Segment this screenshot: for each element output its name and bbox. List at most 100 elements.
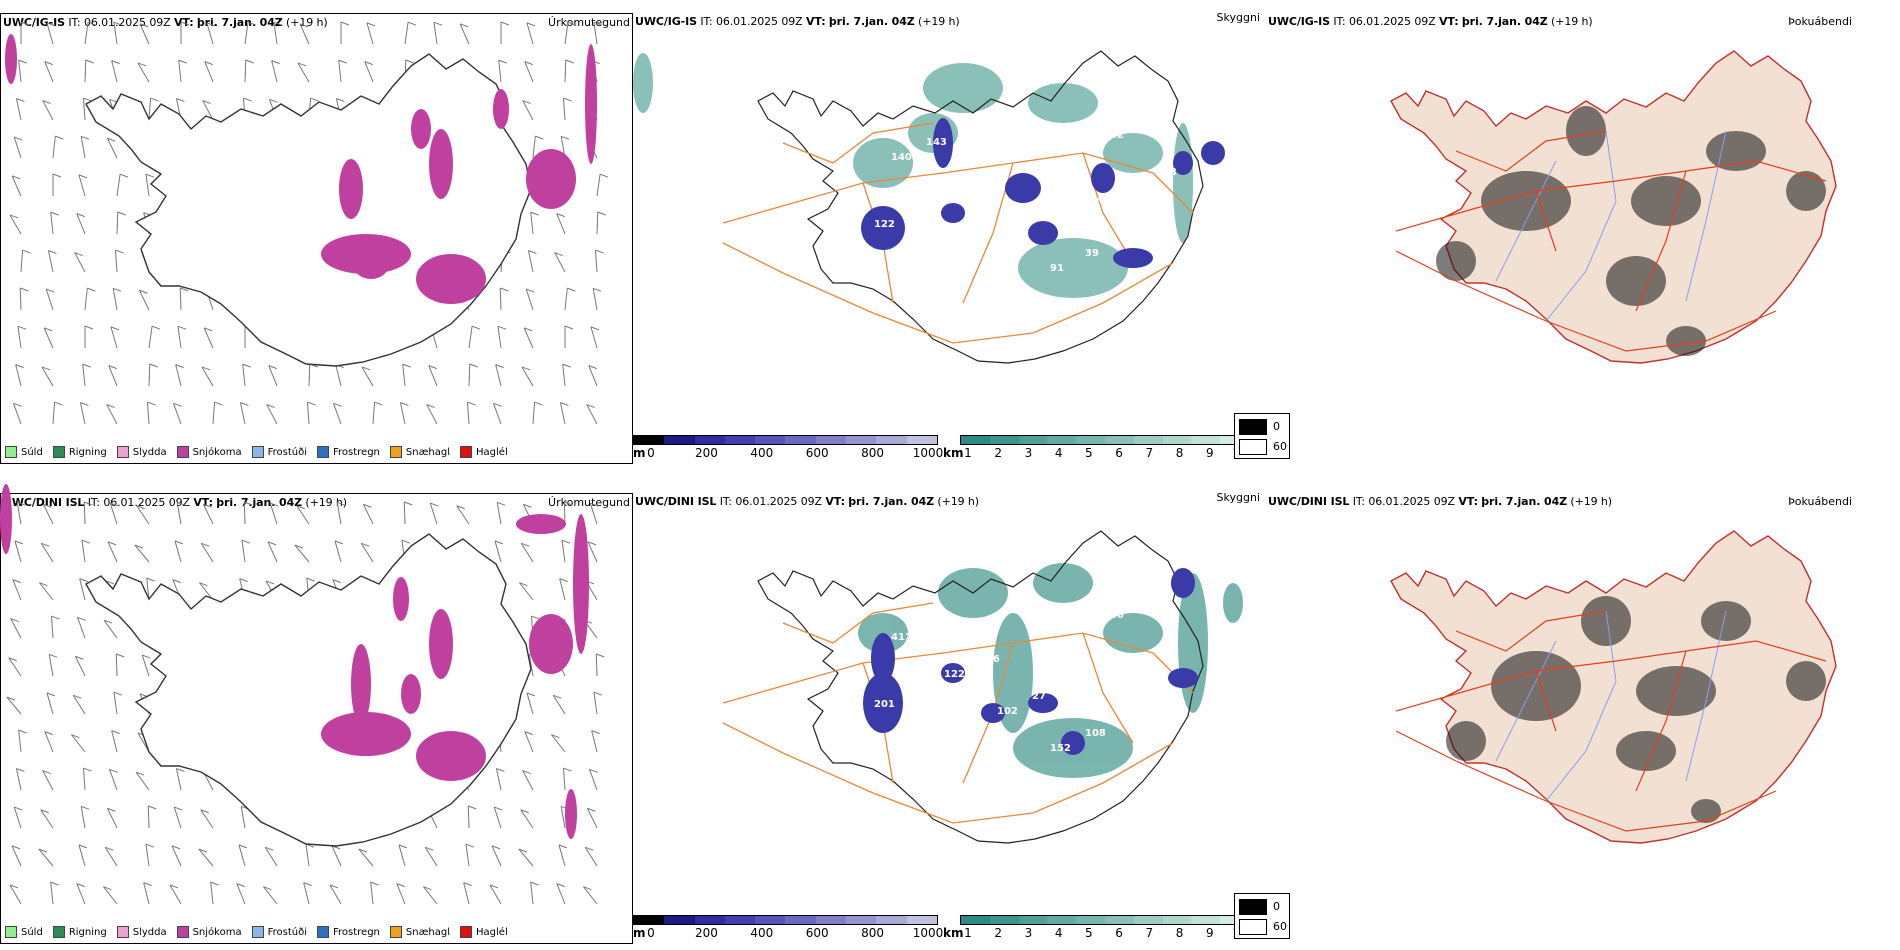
colorbar-tick: 800 [861,446,885,460]
wind-barb-flag [176,98,185,102]
fog-area [1566,106,1606,156]
panel-header: UWC/IG-IS IT: 06.01.2025 09Z VT: þri. 7.… [1268,15,1593,28]
wind-barb-flag [119,173,129,178]
wind-barb-flag [48,250,57,254]
wind-barb [82,768,86,791]
wind-barb-flag [203,327,213,332]
panel-title: Skyggni [1216,11,1260,24]
road-line [722,722,1174,824]
wind-barb-flag [43,503,52,508]
fog-area [1481,171,1571,231]
wind-barb [12,579,22,601]
ceiling-label: 159 [1068,625,1089,636]
snowfall-area [429,129,453,199]
panel-header: UWC/DINI ISL IT: 06.01.2025 09Z VT: þri.… [635,495,979,508]
wind-barb [305,844,310,867]
wind-barb [556,883,566,905]
wind-barb [111,60,118,83]
wind-barb [398,844,406,867]
wind-barb-flag [556,883,565,888]
wind-barb-flag [564,325,574,330]
ceiling-label: 179 [909,684,930,695]
wind-barb [13,136,22,159]
wind-barb-flag [398,844,408,849]
wind-barb-flag [10,618,19,623]
fog-area [1636,666,1716,716]
fog-area [1491,651,1581,721]
wind-barb-flag [83,97,92,102]
ceiling-area [1091,163,1115,193]
wind-barb-flag [524,731,533,736]
wind-barb-flag [200,809,209,814]
fog-index-panel-top: UWC/IG-IS IT: 06.01.2025 09Z VT: þri. 7.… [1234,13,1900,464]
wind-barb [84,288,88,311]
colorbar-cell [1133,916,1163,924]
wind-barb-flag [299,23,309,28]
ceiling-area [981,703,1005,723]
colorbar-tick: 5 [1085,926,1093,940]
wind-barb-flag [50,881,59,886]
wind-barb-flag [236,883,245,888]
wind-barb-flag [171,845,181,850]
wind-barb [111,730,118,753]
wind-barb [206,22,214,45]
ceiling-label: 237 [1086,197,1107,208]
fog-area [1606,256,1666,306]
wind-barb-flag [358,848,368,853]
wind-barb-flag [374,401,383,406]
wind-barb [335,364,342,387]
colorbar-cell [785,436,816,444]
colorbar-cell [846,916,877,924]
iceland-coastline [85,533,532,847]
wind-barb [110,326,118,349]
wind-barb-flag [87,21,97,26]
wind-barb [489,884,502,905]
ceiling-label: 179 [1156,647,1177,658]
legend-label: Frostúði [267,926,307,938]
colorbar-tick: 200 [694,926,718,940]
ceiling-area [871,633,895,683]
wind-barb [522,770,534,791]
wind-barb [528,654,534,677]
wind-barb [177,326,182,349]
wind-barb-flag [595,249,604,254]
wind-barb-flag [169,884,179,889]
wind-barb [551,734,566,753]
precip-legend: Súld Rigning Slydda Snjókoma Frostúði Frostre… [5,446,508,458]
visibility-colorbar [960,435,1250,445]
wind-barb-flag [524,61,533,66]
wind-barb-flag [296,505,305,510]
precip-legend-item: Frostúði [251,446,307,458]
wind-barb-flag [534,401,543,406]
road-line [1395,250,1777,352]
wind-barb-flag [402,363,411,368]
precip-map [5,21,609,425]
road-line [1395,160,1827,232]
wind-barb-flag [364,61,373,66]
wind-barb-flag [269,98,278,103]
wind-barb-flag [77,616,86,621]
wind-barb-flag [78,174,88,179]
wind-barb [14,540,22,563]
wind-barb [204,61,214,83]
wind-barb [203,327,214,349]
wind-barb [143,882,150,905]
colorbar-tick: 4 [1054,926,1063,940]
wind-barb-flag [528,250,537,254]
wind-barb-flag [44,731,53,736]
wind-barb-flag [241,539,251,544]
wind-barb [596,211,599,235]
wind-barb [76,213,86,235]
wind-barb-flag [176,768,185,772]
ceiling-area [941,663,965,683]
wind-barb [15,364,22,387]
fog-area [1446,721,1486,761]
fog-area [1666,326,1706,356]
ceiling-visibility-panel-top: UWC/IG-IS IT: 06.01.2025 09Z VT: þri. 7.… [633,11,1266,464]
wind-barb-flag [271,60,280,65]
wind-barb [77,617,86,639]
legend-swatch [52,446,65,458]
snowfall-area [5,34,17,84]
colorbar-tick: 1 [964,446,972,460]
road-line [1082,632,1134,744]
